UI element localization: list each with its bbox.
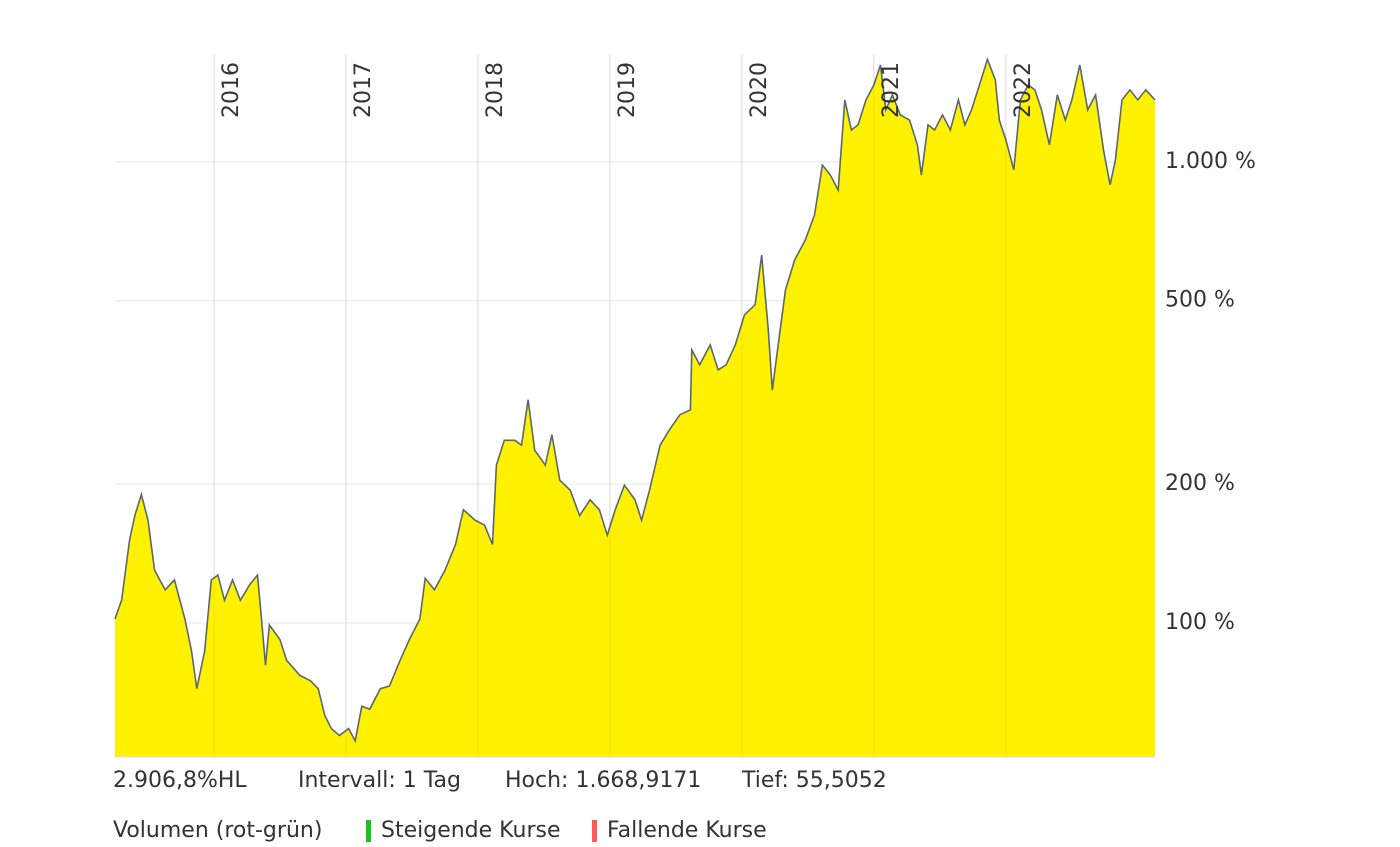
y-tick-label: 500 % xyxy=(1165,288,1235,313)
area xyxy=(115,59,1155,757)
volume-title: Volumen (rot-grün) xyxy=(113,818,322,843)
stat: Tief: 55,5052 xyxy=(741,768,887,793)
x-tick-label: 2017 xyxy=(351,62,376,118)
x-tick-label: 2022 xyxy=(1011,62,1036,118)
price-line xyxy=(114,56,1156,744)
stat: 2.906,8%HL xyxy=(113,768,247,793)
x-tick-label: 2018 xyxy=(483,62,508,118)
legend-swatch xyxy=(592,820,597,842)
x-tick-label: 2016 xyxy=(219,62,244,118)
y-tick-label: 200 % xyxy=(1165,471,1235,496)
legend-swatch xyxy=(366,820,371,842)
x-tick-label: 2020 xyxy=(747,62,772,118)
stat: Hoch: 1.668,9171 xyxy=(505,768,701,793)
y-tick-label: 100 % xyxy=(1165,610,1235,635)
stat: Intervall: 1 Tag xyxy=(298,768,461,793)
x-tick-label: 2019 xyxy=(615,62,640,118)
y-tick-label: 1.000 % xyxy=(1165,149,1256,174)
legend-label: Fallende Kurse xyxy=(607,818,767,843)
x-tick-label: 2021 xyxy=(879,62,904,118)
legend-label: Steigende Kurse xyxy=(381,818,561,843)
